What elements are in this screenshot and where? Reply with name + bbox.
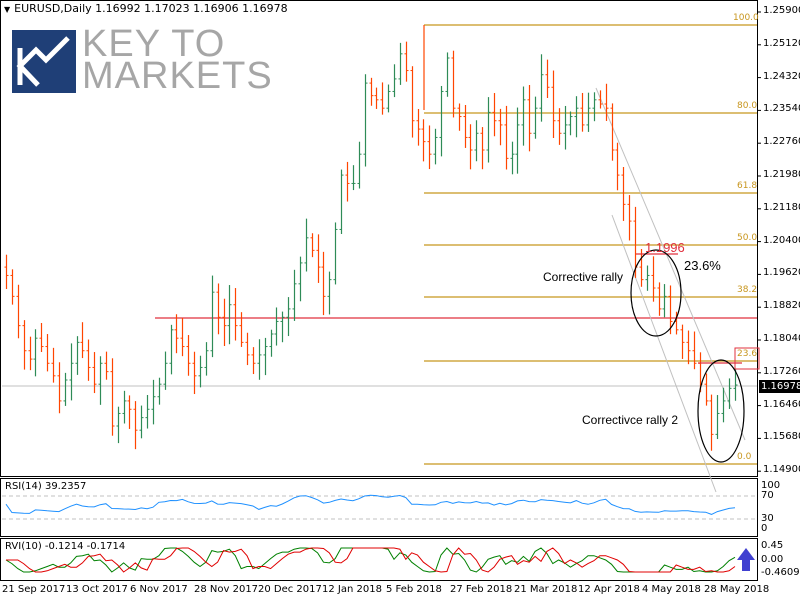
fib-level-label: 80.0 bbox=[737, 101, 758, 111]
rsi-axis-70: 70 bbox=[761, 490, 774, 501]
fib-level-label: 100.0 bbox=[733, 13, 759, 23]
time-label: 21 Mar 2018 bbox=[514, 584, 578, 595]
channel-upper-line bbox=[595, 87, 746, 441]
time-label: 12 Apr 2018 bbox=[578, 584, 640, 595]
time-label: 28 Nov 2017 bbox=[194, 584, 259, 595]
time-label: 6 Nov 2017 bbox=[130, 584, 188, 595]
high-price-annotation: 1.1996 bbox=[645, 240, 685, 255]
ohlc-open: 1.16992 bbox=[95, 2, 141, 15]
fib-level-label: 50.0 bbox=[737, 233, 758, 243]
rvi-axis-min: -0.4609 bbox=[761, 567, 800, 578]
rvi-axis-zero: 0.00 bbox=[761, 554, 784, 565]
rsi-axis-30: 30 bbox=[761, 513, 774, 524]
price-tick-label: 1.22760 bbox=[763, 136, 800, 148]
corrective-rally-2-label: Correctivce rally 2 bbox=[582, 413, 679, 427]
rally-ellipse-1 bbox=[630, 249, 682, 337]
price-tick-label: 1.15680 bbox=[763, 431, 800, 443]
price-tick-label: 1.19620 bbox=[763, 267, 800, 279]
time-label: 4 May 2018 bbox=[642, 584, 701, 595]
time-label: 5 Feb 2018 bbox=[386, 584, 442, 595]
price-pane-frame bbox=[0, 0, 758, 477]
rsi-pane-frame bbox=[0, 478, 758, 537]
rvi-axis-max: 0.45 bbox=[761, 540, 784, 551]
price-tick-label: 1.25900 bbox=[763, 5, 800, 16]
logo-text-line2: MARKETS bbox=[82, 55, 273, 97]
symbol-timeframe: EURUSD,Daily bbox=[14, 2, 92, 15]
time-label: 28 May 2018 bbox=[704, 584, 770, 595]
rvi-pane-frame bbox=[0, 538, 758, 581]
dropdown-triangle-icon[interactable]: ▼ bbox=[4, 5, 11, 14]
ohlc-high: 1.17023 bbox=[144, 2, 190, 15]
ohlc-low: 1.16906 bbox=[193, 2, 239, 15]
time-label: 20 Dec 2017 bbox=[258, 584, 322, 595]
fib-level-label: 23.6 bbox=[737, 349, 758, 359]
fib-level-label: 0.0 bbox=[737, 452, 752, 462]
fib-level-label: 61.8 bbox=[737, 181, 758, 191]
time-label: 13 Oct 2017 bbox=[66, 584, 128, 595]
rsi-axis-0: 0 bbox=[761, 523, 768, 534]
percent-annotation: 23.6% bbox=[684, 258, 721, 273]
rally-ellipse-2 bbox=[697, 359, 745, 463]
up-arrow-icon bbox=[737, 548, 755, 571]
rvi-signal-line bbox=[6, 547, 736, 573]
price-tick-label: 1.25120 bbox=[763, 37, 800, 49]
channel-lower-line bbox=[611, 214, 717, 493]
time-label: 12 Jan 2018 bbox=[322, 584, 382, 595]
fib-23-box bbox=[734, 347, 760, 370]
ohlc-bars bbox=[4, 41, 738, 451]
price-tick-label: 1.20400 bbox=[763, 234, 800, 246]
logo-mark-icon bbox=[12, 30, 76, 93]
current-price-label: 1.16978 bbox=[759, 380, 800, 393]
price-tick-label: 1.18820 bbox=[763, 300, 800, 312]
price-tick-label: 1.17260 bbox=[763, 365, 800, 377]
price-tick-label: 1.23540 bbox=[763, 103, 800, 115]
time-label: 27 Feb 2018 bbox=[450, 584, 513, 595]
price-tick-label: 1.24320 bbox=[763, 70, 800, 82]
time-label: 21 Sep 2017 bbox=[2, 584, 66, 595]
rvi-label: RVI(10) -0.1214 -0.1714 bbox=[5, 541, 126, 552]
rsi-label: RSI(14) 39.2357 bbox=[5, 481, 87, 492]
price-tick-label: 1.21980 bbox=[763, 169, 800, 180]
price-axis-ticks bbox=[757, 11, 761, 472]
ohlc-close: 1.16978 bbox=[242, 2, 288, 15]
chart-header: ▼ EURUSD,Daily 1.16992 1.17023 1.16906 1.… bbox=[4, 2, 288, 15]
price-tick-label: 1.18040 bbox=[763, 333, 800, 344]
price-tick-label: 1.16460 bbox=[763, 398, 800, 410]
fibonacci-levels bbox=[423, 24, 757, 465]
price-tick-label: 1.21180 bbox=[763, 201, 800, 213]
corrective-rally-label: Corrective rally bbox=[543, 270, 624, 284]
rsi-line bbox=[5, 494, 736, 515]
logo-text-line1: KEY TO bbox=[82, 23, 226, 65]
price-tick-label: 1.14900 bbox=[763, 464, 800, 476]
rsi-axis-100: 100 bbox=[761, 480, 781, 491]
fib-level-label: 38.2 bbox=[737, 285, 758, 295]
